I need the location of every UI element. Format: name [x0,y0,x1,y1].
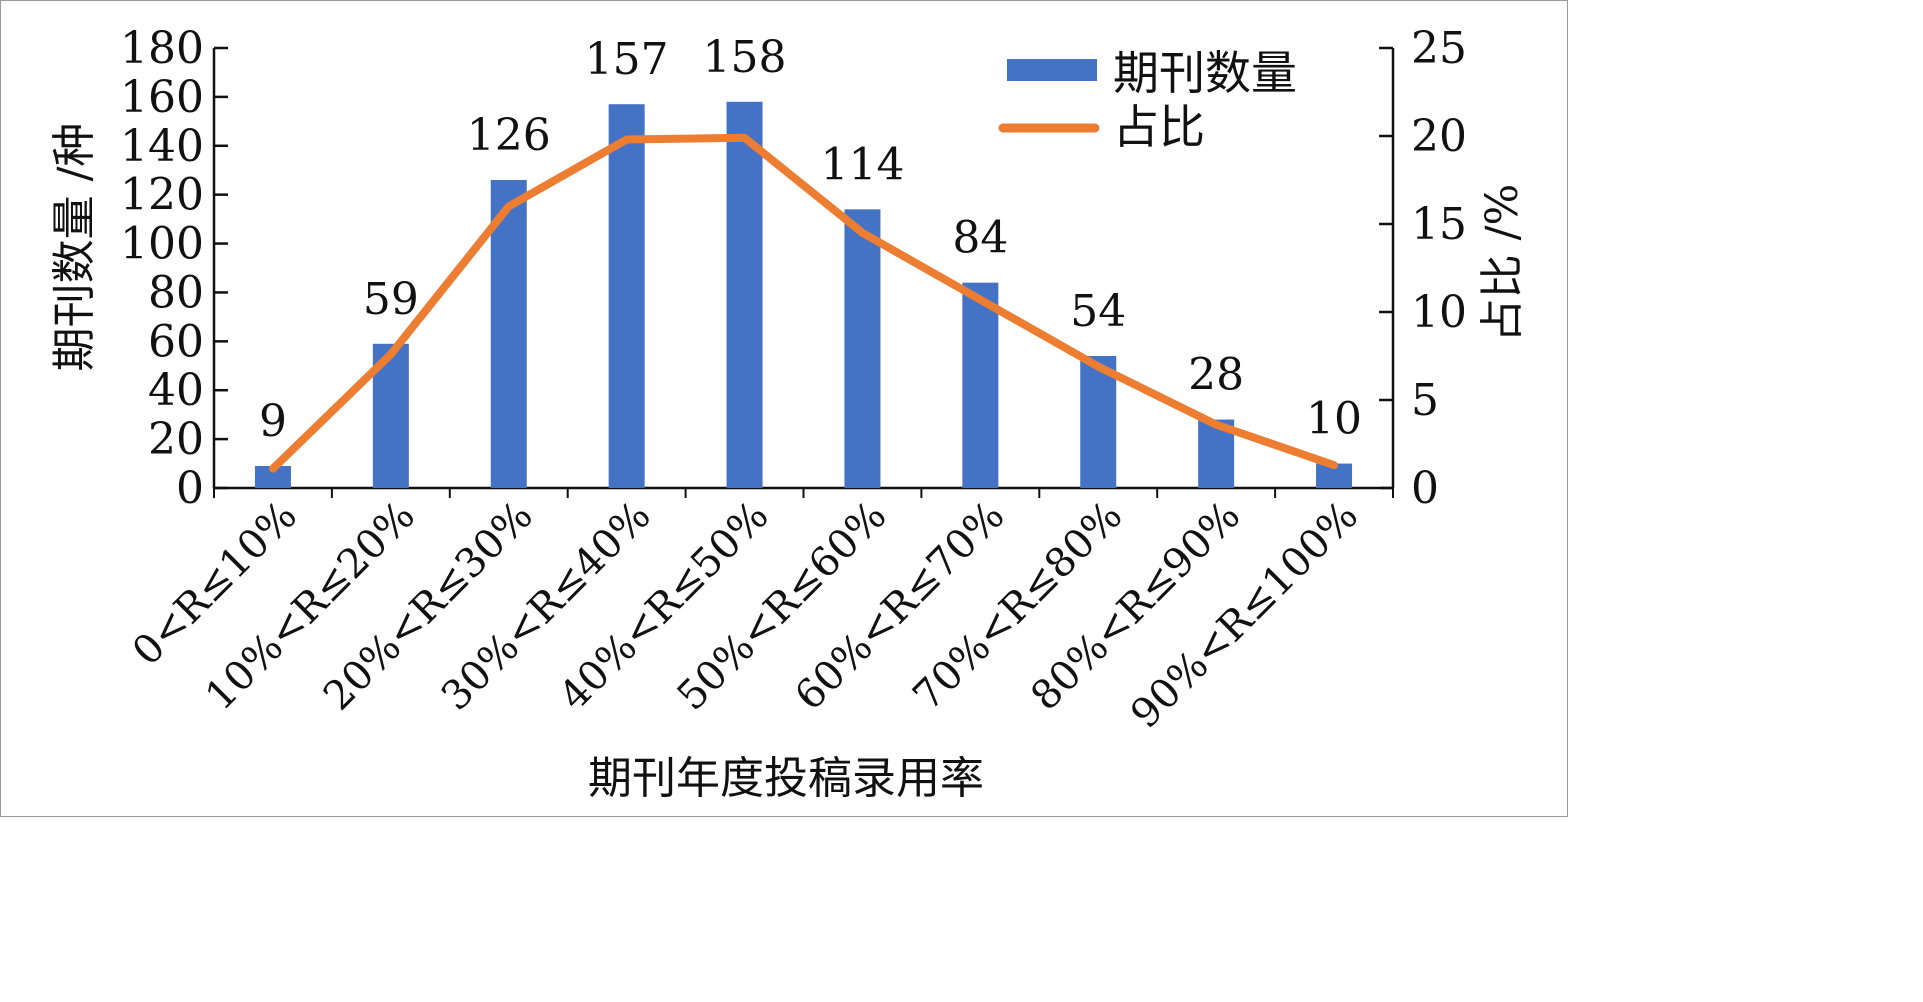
chart-frame: 0 20 40 60 80 100 120 140 160 180 0 5 10 15 20 25 9 59 12… [0,0,1568,817]
bar [490,180,527,488]
y-tick-label: 20 [148,414,204,465]
line-point [978,297,983,302]
x-tick-label: 80%<R≤90% [1022,493,1249,720]
bar-data-label: 84 [952,213,1008,264]
bar [1080,356,1117,488]
x-tick-labels: 0<R≤10%10%<R≤20%20%<R≤30%30%<R≤40%40%<R≤… [124,493,1367,738]
line-point [742,135,747,140]
y2-tick-label: 10 [1411,287,1467,338]
y2-tick-label: 5 [1411,375,1439,426]
bar [254,466,291,488]
line-point [1214,422,1219,427]
bar [962,282,999,488]
data-labels: 9 59 126 157 158 114 84 54 28 10 [259,32,1362,447]
legend: 期刊数量 占比 [998,46,1297,154]
y-tick-label: 160 [120,72,204,123]
line-point [860,230,865,235]
y-tick-label: 60 [148,316,204,367]
bar-data-label: 157 [585,34,669,85]
bar-data-label: 28 [1188,350,1244,401]
x-tick-label: 40%<R≤50% [551,493,778,720]
legend-bar-swatch [1007,59,1097,81]
y-tick-label: 120 [120,170,204,221]
bar [726,101,763,489]
x-axis-title: 期刊年度投稿录用率 [588,753,984,804]
y-axis-title: 期刊数量 /种 [49,123,100,372]
y2-tick-label: 25 [1411,23,1467,74]
line-point [1096,364,1101,369]
line-path [268,133,1339,473]
bar-data-label: 158 [703,32,787,83]
y2-tick-label: 0 [1411,463,1439,514]
bar [608,104,645,488]
bar [844,209,881,489]
x-tick-label: 30%<R≤40% [433,493,660,720]
line-point [1332,463,1337,468]
y-tick-label: 140 [120,121,204,172]
line-series [268,133,1339,473]
line-point [506,204,511,209]
line-point [624,137,629,142]
x-tick-label: 60%<R≤70% [786,493,1013,720]
line-point [270,466,275,471]
legend-line-label: 占比 [1113,100,1205,154]
bar-series [254,101,1353,489]
line-point [388,352,393,357]
y-tick-label: 80 [148,267,204,318]
bar-data-label: 59 [363,274,419,325]
x-tick-label: 20%<R≤30% [315,493,542,720]
y2-tick-label: 20 [1411,111,1467,162]
y-tick-label: 100 [120,219,204,270]
y-tick-label: 180 [120,23,204,74]
legend-bar-label: 期刊数量 [1113,46,1297,100]
bar-data-label: 9 [259,396,287,447]
bar-data-label: 54 [1070,286,1126,337]
y2-tick-label: 15 [1411,199,1467,250]
y2-axis-title: 占比 /% [1477,184,1528,343]
bar-data-label: 10 [1306,394,1362,445]
x-tick-label: 10%<R≤20% [197,493,424,720]
bar-data-label: 126 [467,110,551,161]
y-tick-label: 0 [176,463,204,514]
y-tick-label: 40 [148,365,204,416]
x-tick-label: 70%<R≤80% [904,493,1131,720]
x-tick-label: 50%<R≤60% [669,493,896,720]
bar-data-label: 114 [820,139,904,190]
